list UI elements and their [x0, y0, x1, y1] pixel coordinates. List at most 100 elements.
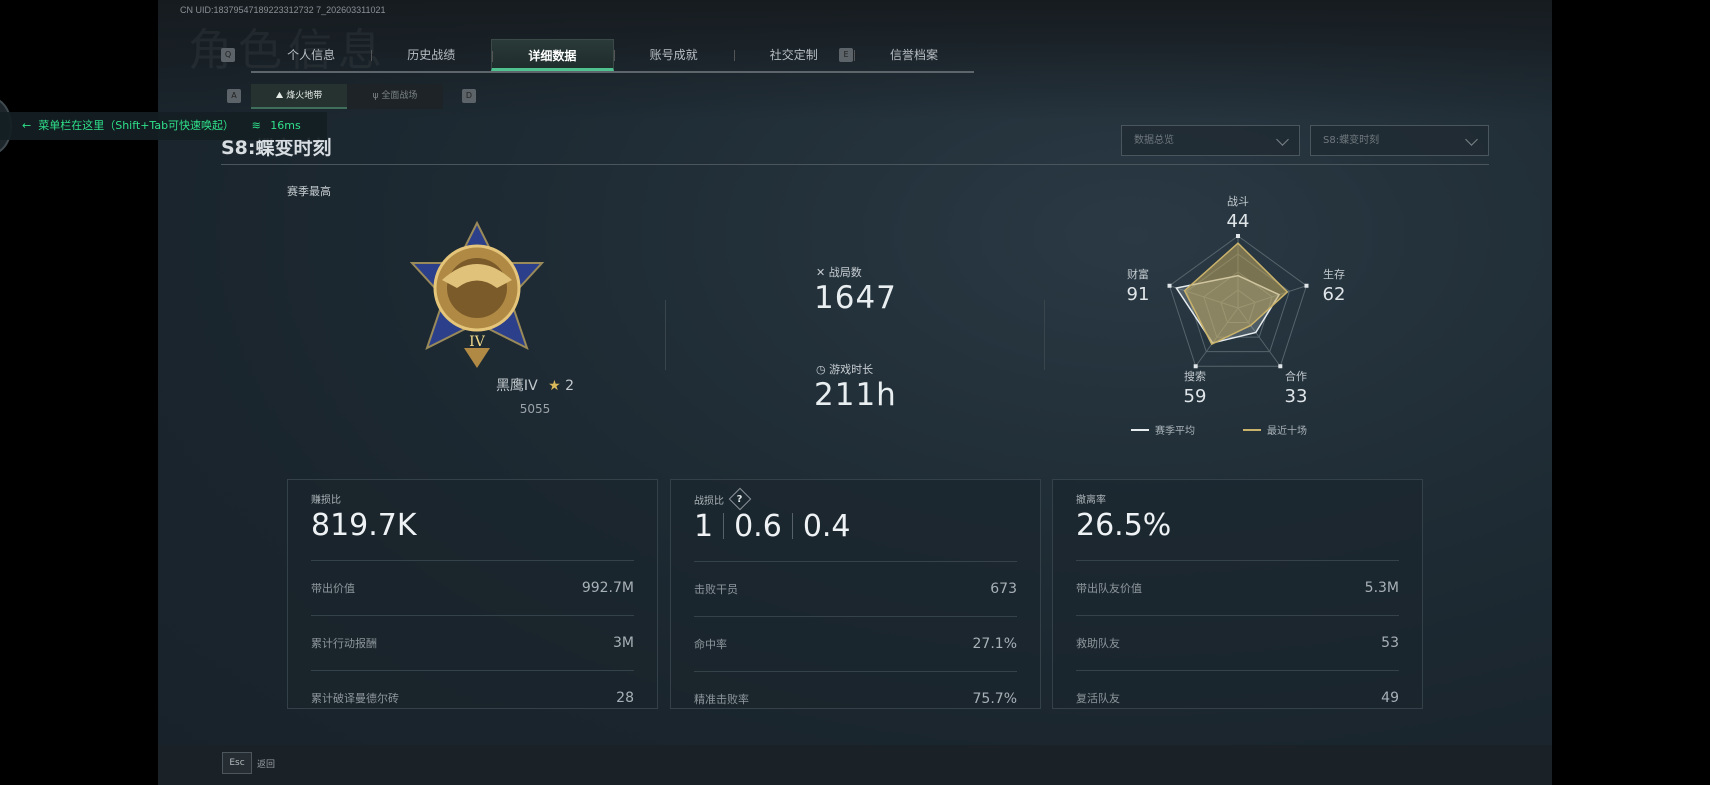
radar-axis-value: 62	[1323, 284, 1346, 305]
bottom-bar	[158, 745, 1552, 785]
tab-personal-info[interactable]: 个人信息	[287, 48, 336, 62]
legend-label: 最近十场	[1267, 424, 1307, 437]
stat-value: 27.1%	[972, 636, 1017, 652]
stat-row: 救助队友 53	[1076, 615, 1399, 670]
uid-text: CN UID:18379547189223312732 7_2026033110…	[180, 5, 386, 15]
card-big-value: 819.7K	[311, 508, 634, 548]
game-window: 角色信息 CN UID:18379547189223312732 7_20260…	[158, 0, 1552, 785]
ghost-title: 角色信息	[188, 25, 388, 76]
matches-value: 1647	[814, 280, 897, 316]
divider	[723, 513, 725, 539]
esc-back-button[interactable]: Esc	[222, 752, 252, 774]
stat-value: 673	[990, 581, 1017, 597]
rank-stars: 2	[565, 378, 575, 394]
radar-vertex	[1167, 283, 1172, 288]
chevron-down-icon	[1276, 133, 1289, 146]
season-dropdown[interactable]: S8:蝶变时刻	[1310, 125, 1489, 156]
arrow-left-icon: ←	[22, 119, 39, 132]
stat-row: 累计破译曼德尔砖 28	[311, 670, 634, 725]
stat-card: 战损比? 1 0.6 0.4 击败干员 673 命中率 27.1% 精准击败率 75.7%	[670, 479, 1041, 709]
divider	[1044, 300, 1045, 370]
menu-hint-text: 菜单栏在这里（Shift+Tab可快速唤起）	[38, 119, 235, 132]
stat-card: 赚损比 819.7K 带出价值 992.7M 累计行动报酬 3M 累计破译曼德尔砖 28	[287, 479, 658, 709]
stat-row: 精准击败率 75.7%	[694, 671, 1017, 726]
radar-axis-label: 战斗	[1227, 195, 1249, 208]
divider	[221, 164, 1489, 165]
radar-vertex	[1278, 364, 1283, 369]
overlay-menu-hint[interactable]: ← 菜单栏在这里（Shift+Tab可快速唤起） ≋ 16ms	[0, 112, 327, 140]
key-hint-a: A	[227, 89, 241, 103]
radar-vertex	[1193, 364, 1198, 369]
radar-axis-label: 搜索	[1184, 369, 1206, 383]
stat-value: 75.7%	[972, 691, 1017, 707]
radar-axis-label: 合作	[1285, 369, 1307, 383]
stat-value: 28	[616, 690, 634, 706]
stat-row: 复活队友 49	[1076, 670, 1399, 725]
tab-achievements[interactable]: 账号成就	[613, 39, 734, 71]
rank-name: 黑鹰IV	[495, 378, 538, 394]
subtab-label: 全面战场	[381, 91, 418, 101]
rank-score: 5055	[519, 402, 551, 416]
stat-label: 累计行动报酬	[311, 637, 377, 650]
season-title: S8:蝶变时刻	[221, 137, 332, 159]
card-value: 26.5%	[1076, 508, 1172, 543]
dropdown-value: 数据总览	[1134, 135, 1174, 146]
subtab-full-battle[interactable]: ψ 全面战场	[347, 84, 443, 109]
tab-history[interactable]: 历史战绩	[371, 39, 491, 71]
radar-grid	[1168, 235, 1308, 367]
key-hint-e: E	[839, 48, 853, 62]
radar-axis-value: 59	[1184, 386, 1207, 407]
ping-value: 16ms	[270, 119, 301, 132]
crossed-swords-icon: ✕	[816, 266, 829, 279]
trident-icon: ψ	[372, 91, 382, 101]
card-big-value: 26.5%	[1076, 508, 1399, 548]
radar-axis-label: 财富	[1127, 267, 1149, 281]
wifi-icon: ≋	[251, 119, 261, 132]
stat-value: 992.7M	[581, 580, 634, 596]
kd-value: 1	[694, 509, 714, 544]
kd-value: 0.6	[734, 509, 782, 544]
playtime-label: ◷ 游戏时长	[816, 363, 874, 376]
stopwatch-icon: ◷	[816, 363, 830, 376]
stat-label: 累计破译曼德尔砖	[311, 692, 399, 705]
stat-row: 累计行动报酬 3M	[311, 615, 634, 670]
card-label: 撤离率	[1076, 495, 1106, 506]
help-icon[interactable]: ?	[728, 487, 752, 511]
card-big-value: 1 0.6 0.4	[694, 509, 1017, 549]
stat-row: 击败干员 673	[694, 561, 1017, 616]
stat-label: 救助队友	[1076, 637, 1120, 650]
stat-label: 带出价值	[311, 582, 355, 595]
key-hint-q: Q	[221, 48, 235, 62]
radar-series-recent-ten	[1183, 242, 1289, 346]
stat-row: 带出队友价值 5.3M	[1076, 560, 1399, 615]
divider	[791, 513, 793, 539]
season-best-label: 赛季最高	[287, 185, 331, 198]
radar-axis-value: 33	[1285, 386, 1308, 407]
radar-vertex	[1304, 283, 1309, 288]
mountain-icon: ⛰	[275, 91, 287, 101]
stat-label: 击败干员	[694, 583, 738, 596]
divider	[665, 300, 666, 370]
main-tabs: 个人信息 历史战绩 详细数据 账号成就 社交定制 信誉档案	[251, 39, 974, 73]
tab-detailed-data[interactable]: 详细数据	[491, 39, 614, 71]
stat-card: 撤离率 26.5% 带出队友价值 5.3M 救助队友 53 复活队友 49	[1052, 479, 1423, 709]
subtab-hazard-zone[interactable]: ⛰ 烽火地带	[251, 84, 347, 109]
radar-chart: 战斗 44 生存 62 合作 33 搜索 59 财富 91 赛季平均 最近十场	[1127, 195, 1346, 437]
back-label[interactable]: 返回	[257, 760, 276, 770]
subtab-label: 烽火地带	[286, 91, 323, 101]
tab-social[interactable]: 社交定制	[733, 39, 854, 71]
svg-text:IV: IV	[469, 334, 486, 350]
data-type-dropdown[interactable]: 数据总览	[1121, 125, 1300, 156]
radar-axis-value: 44	[1227, 211, 1250, 232]
tab-credit[interactable]: 信誉档案	[853, 39, 974, 71]
card-label: 赚损比	[311, 495, 341, 506]
key-hint-d: D	[462, 89, 476, 103]
card-value: 819.7K	[311, 508, 417, 543]
star-icon: ★	[548, 378, 561, 394]
rank-line: 黑鹰IV ★ 2	[435, 375, 635, 395]
stat-label: 命中率	[694, 638, 727, 651]
stat-label: 精准击败率	[694, 693, 749, 706]
chevron-down-icon	[1465, 133, 1478, 146]
rank-medal-icon: IV	[409, 220, 545, 368]
stat-row: 命中率 27.1%	[694, 616, 1017, 671]
